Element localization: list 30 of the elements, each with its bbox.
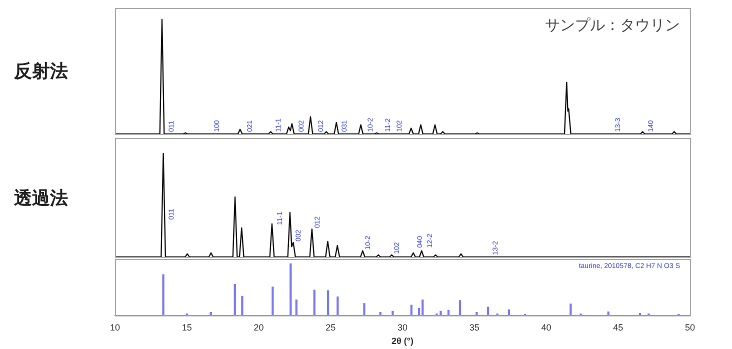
x-axis-title: 2θ (°) (392, 336, 414, 346)
annotation: サンプル：タウリン (545, 16, 680, 34)
bar (422, 300, 424, 316)
x-tick-label: 30 (397, 322, 408, 332)
bar (241, 296, 244, 316)
bar (410, 304, 412, 316)
bar (458, 300, 462, 316)
bar (272, 286, 274, 316)
x-tick-label: 35 (469, 322, 480, 332)
bar (326, 290, 330, 316)
bar (440, 310, 442, 316)
bar (336, 296, 339, 316)
bar (234, 284, 236, 316)
x-tick-label: 15 (182, 322, 192, 332)
x-tick-label: 25 (326, 322, 336, 332)
y-axis-title: 透過法 (14, 187, 68, 210)
bar (392, 310, 394, 316)
x-tick-label: 40 (541, 322, 552, 332)
bar (290, 263, 292, 316)
x-tick-label: 10 (110, 322, 120, 332)
y-axis-title: 反射法 (14, 60, 68, 83)
x-tick-label: 45 (613, 322, 624, 332)
x-tick-label: 50 (684, 322, 696, 332)
bar (162, 274, 164, 316)
bar (476, 312, 478, 316)
bar (295, 300, 298, 316)
bar (363, 303, 366, 316)
x-tick-label: 20 (254, 322, 264, 332)
bar (570, 304, 572, 316)
bar (313, 290, 316, 316)
